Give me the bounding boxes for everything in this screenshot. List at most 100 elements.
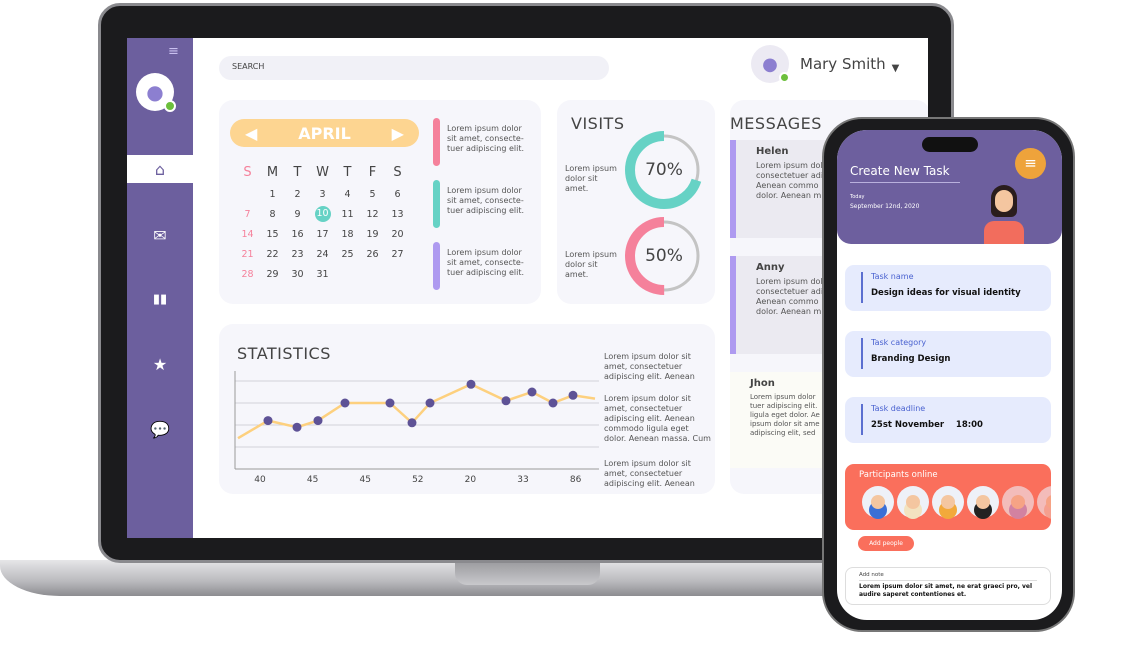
avatar[interactable]: ● [136,73,176,112]
message-item[interactable]: Helen Lorem ipsum dolor consectetuer adi … [730,140,831,238]
sidebar-item-favorites[interactable]: ★ [127,350,193,378]
day-number: 18 [341,228,354,240]
task-field[interactable]: Task name Design ideas for visual identit… [845,265,1051,311]
calendar-day[interactable]: 16 [285,224,310,244]
day-number: 19 [366,228,379,240]
next-month-icon[interactable]: ▶ [391,123,404,143]
data-point [292,422,302,432]
calendar-day[interactable]: 21 [235,244,260,264]
user-menu[interactable]: ● Mary Smith ▼ [751,45,899,83]
sidebar: ≡ ● ⌂ ✉ ▮▮ ★ 💬 [127,38,193,538]
participant-avatar[interactable] [862,486,894,518]
calendar-day[interactable]: 23 [285,244,310,264]
visit-label: Lorem ipsum dolor sit amet. [565,164,617,193]
calendar-day[interactable]: 22 [260,244,285,264]
mail-icon: ✉ [153,225,167,245]
weekday-label: T [343,164,352,180]
calendar-day[interactable]: 12 [360,204,385,224]
sidebar-item-stats[interactable]: ▮▮ [127,285,193,313]
calendar-day[interactable]: 13 [385,204,410,224]
calendar-day[interactable]: 11 [335,204,360,224]
calendar-day[interactable]: 30 [285,264,310,284]
calendar-day[interactable]: 4 [335,184,360,204]
calendar-day[interactable]: 19 [360,224,385,244]
calendar-day[interactable]: 20 [385,224,410,244]
person-icon [976,495,990,509]
person-icon [941,495,955,509]
calendar-day[interactable]: 18 [335,224,360,244]
add-people-button[interactable]: Add people [858,536,914,551]
calendar-day[interactable]: 10 [310,204,335,224]
calendar-day[interactable]: 17 [310,224,335,244]
visits-title: VISITS [571,114,625,133]
day-number: 7 [244,208,251,220]
day-number: 15 [266,228,279,240]
day-number: 24 [316,248,329,260]
participant-avatar[interactable] [897,486,929,518]
note-color-bar [433,180,440,228]
calendar-day[interactable]: 14 [235,224,260,244]
x-tick-label: 40 [254,475,266,485]
calendar-day[interactable]: 24 [310,244,335,264]
calendar-day[interactable]: 27 [385,244,410,264]
weekday-label: M [266,164,279,180]
message-item[interactable]: Jhon Lorem ipsum dolor tuer adipiscing el… [730,372,830,468]
calendar-day[interactable]: 8 [260,204,285,224]
calendar-day[interactable]: 5 [360,184,385,204]
note-input[interactable]: Add note Lorem ipsum dolor sit amet, ne … [845,567,1051,605]
data-point [385,398,395,408]
note-color-bar [433,242,440,290]
chat-bubble-menu-icon[interactable]: ≡ [1015,148,1046,179]
donut-value-arc [625,131,703,209]
sidebar-item-chat[interactable]: 💬 [127,415,193,443]
participant-avatar[interactable] [967,486,999,518]
data-point [425,398,435,408]
field-label: Task category [871,338,927,347]
calendar-day[interactable]: 15 [260,224,285,244]
calendar-day [335,264,360,284]
day-number: 29 [266,268,279,280]
calendar-day[interactable]: 31 [310,264,335,284]
task-field[interactable]: Task deadline 25st November 18:00 [845,397,1051,443]
calendar-day[interactable]: 7 [235,204,260,224]
phone-screen: Create New Task Today September 12nd, 20… [837,130,1062,620]
calendar-day[interactable]: 9 [285,204,310,224]
calendar-day[interactable]: 25 [335,244,360,264]
sidebar-item-mail[interactable]: ✉ [127,221,193,249]
participant-avatar[interactable] [932,486,964,518]
calendar-day[interactable]: 26 [360,244,385,264]
month-selector: ◀ APRIL ▶ [230,119,419,147]
prev-month-icon[interactable]: ◀ [245,123,258,143]
online-dot-icon [164,100,176,112]
weekday-label: T [293,164,302,180]
calendar-day[interactable]: 2 [285,184,310,204]
data-point [466,379,476,389]
day-number: 27 [391,248,404,260]
statistics-note: Lorem ipsum dolor sit amet, consectetuer… [604,352,695,381]
day-number: 16 [291,228,304,240]
calendar-day[interactable]: 28 [235,264,260,284]
calendar-day[interactable]: 3 [310,184,335,204]
calendar-day[interactable]: 1 [260,184,285,204]
weekday-label: S [243,164,252,180]
day-number: 28 [241,268,254,280]
day-number: 26 [366,248,379,260]
calendar-day[interactable]: 29 [260,264,285,284]
search-input[interactable]: SEARCH [219,56,609,80]
message-item[interactable]: Anny Lorem ipsum dolor consectetuer adi A… [730,256,831,354]
sidebar-item-home[interactable]: ⌂ [127,155,193,183]
day-number: 4 [344,188,351,200]
participant-avatar[interactable] [1037,486,1051,518]
participant-avatar[interactable] [1002,486,1034,518]
calendar-day[interactable]: 6 [385,184,410,204]
donut-value-arc [625,217,703,295]
day-number: 30 [291,268,304,280]
menu-icon[interactable]: ≡ [168,44,179,59]
day-number: 25 [341,248,354,260]
data-point [527,387,537,397]
weekday-label: F [368,164,377,180]
task-field[interactable]: Task category Branding Design [845,331,1051,377]
statistics-card: STATISTICS 40 45 45 52 20 33 86 Lorem ipsum do… [219,324,715,494]
person-icon [1046,495,1051,509]
day-number: 6 [394,188,401,200]
